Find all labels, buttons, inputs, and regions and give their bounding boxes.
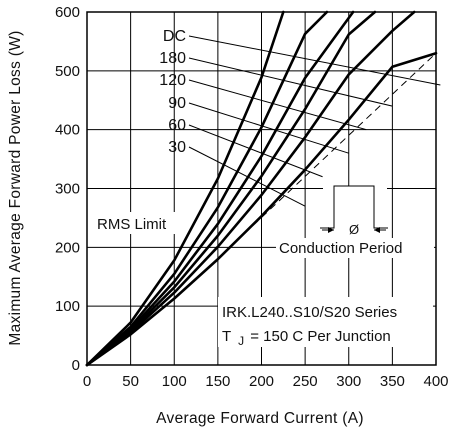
x-tick-label: 200 (249, 373, 274, 390)
arrowhead-right-icon (328, 227, 334, 233)
x-tick-label: 400 (423, 373, 448, 390)
leader-line-120 (188, 79, 367, 131)
series-line-30 (85, 10, 285, 367)
leader-line-180 (188, 57, 393, 107)
rms-limit-label: RMS Limit (97, 216, 167, 233)
x-tick-label: 100 (162, 373, 187, 390)
y-axis-title: Maximum Average Forward Power Loss (W) (7, 30, 24, 345)
x-tick-labels: 0 50 100 150 200 250 300 350 400 (83, 373, 449, 390)
series-line-90 (85, 10, 355, 367)
y-tick-label: 600 (55, 4, 80, 21)
series-labels: DC 180 120 90 60 30 (159, 28, 186, 156)
leader-line-30 (188, 146, 306, 207)
y-tick-label: 400 (55, 122, 80, 139)
series-label-90: 90 (168, 95, 186, 112)
series-label-30: 30 (168, 139, 186, 156)
y-tick-label: 0 (72, 357, 80, 374)
x-tick-label: 300 (336, 373, 361, 390)
x-tick-label: 50 (122, 373, 139, 390)
conduction-period-label: Conduction Period (279, 240, 402, 257)
series-label-leaders (188, 35, 441, 207)
series-label-120: 120 (159, 72, 186, 89)
tj-subscript: J (238, 334, 244, 348)
conduction-period-diagram: Ø (320, 185, 388, 242)
conduction-pulse-icon (320, 185, 388, 229)
conduction-period-label-bg (276, 238, 434, 258)
y-tick-label: 500 (55, 63, 80, 80)
leader-line-dc (188, 35, 441, 86)
y-tick-label: 300 (55, 181, 80, 198)
series-line-180 (85, 10, 416, 367)
junction-temp-label: T J = 150 C Per Junction (222, 328, 391, 349)
x-tick-label: 350 (380, 373, 405, 390)
tj-prefix: T (222, 328, 231, 345)
series-label-180: 180 (159, 50, 186, 67)
y-tick-label: 100 (55, 298, 80, 315)
x-tick-label: 150 (205, 373, 230, 390)
device-info-bg (218, 297, 433, 347)
leader-line-90 (188, 102, 349, 154)
series-line-60 (85, 10, 329, 367)
leader-line-60 (188, 124, 323, 178)
x-tick-label: 250 (293, 373, 318, 390)
series-label-60: 60 (168, 117, 186, 134)
series-line-dc (85, 51, 438, 367)
series-curves (85, 10, 438, 367)
x-axis-title: Average Forward Current (A) (156, 410, 364, 427)
rms-limit-label-bg (94, 212, 182, 234)
x-tick-label: 0 (83, 373, 91, 390)
y-tick-labels: 0 100 200 300 400 500 600 (55, 4, 80, 374)
phi-symbol: Ø (349, 222, 359, 237)
series-line-120 (85, 10, 377, 367)
rms-limit-line (200, 52, 437, 276)
device-series-label: IRK.L240..S10/S20 Series (222, 304, 397, 321)
series-label-dc: DC (163, 28, 186, 45)
arrowhead-left-icon (374, 227, 380, 233)
plot-frame (86, 11, 437, 366)
tj-rest: = 150 C Per Junction (250, 328, 391, 345)
y-tick-label: 200 (55, 239, 80, 256)
